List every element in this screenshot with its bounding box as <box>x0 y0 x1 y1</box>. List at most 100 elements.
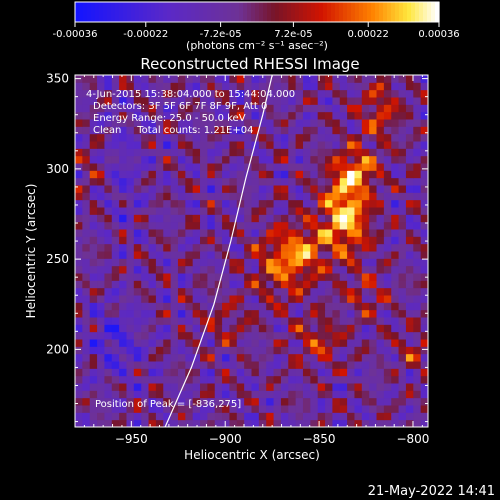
heatmap-cell <box>82 383 91 391</box>
heatmap-cell <box>251 155 260 164</box>
heatmap-cell <box>170 126 179 135</box>
heatmap-cell <box>222 163 230 171</box>
heatmap-cell <box>75 126 83 135</box>
colorbar-cell <box>187 2 192 22</box>
heatmap-cell <box>111 368 120 377</box>
heatmap-cell <box>192 251 201 259</box>
colorbar-cell <box>91 2 96 22</box>
heatmap-cell <box>207 163 216 171</box>
heatmap-cell <box>310 133 319 142</box>
heatmap-cell <box>185 133 194 142</box>
heatmap-cell <box>148 119 157 127</box>
heatmap-cell <box>89 221 98 230</box>
heatmap-cell <box>280 273 289 281</box>
heatmap-cell <box>104 346 113 355</box>
heatmap-cell <box>251 97 260 105</box>
heatmap-cell <box>185 265 194 274</box>
heatmap-cell <box>302 82 311 91</box>
heatmap-cell <box>126 236 135 245</box>
heatmap-cell <box>214 97 223 105</box>
colorbar-tick-label: -0.00022 <box>123 29 168 40</box>
heatmap-cell <box>111 104 120 113</box>
heatmap-cell <box>111 280 120 289</box>
colorbar-cell <box>419 2 424 22</box>
heatmap-cell <box>347 89 355 98</box>
heatmap-cell <box>200 155 208 164</box>
heatmap-cell <box>376 133 385 142</box>
heatmap-cell <box>104 375 113 384</box>
heatmap-cell <box>258 405 267 413</box>
heatmap-cell <box>111 265 120 274</box>
heatmap-cell <box>82 317 91 325</box>
heatmap-cell <box>391 148 400 157</box>
heatmap-cell <box>347 221 355 230</box>
heatmap-cell <box>170 390 179 399</box>
heatmap-cell <box>361 236 370 245</box>
heatmap-cell <box>104 141 113 149</box>
heatmap-cell <box>280 361 289 369</box>
heatmap-cell <box>361 97 370 105</box>
colorbar-cell <box>143 2 148 22</box>
heatmap-cell <box>104 148 113 157</box>
heatmap-cell <box>214 111 223 120</box>
heatmap-cell <box>266 243 275 252</box>
heatmap-cell <box>413 383 422 391</box>
heatmap-cell <box>148 207 157 215</box>
heatmap-cell <box>163 82 172 91</box>
heatmap-cell <box>75 177 83 186</box>
heatmap-cell <box>251 221 260 230</box>
heatmap-cell <box>302 89 311 98</box>
heatmap-cell <box>347 317 355 325</box>
heatmap-cell <box>258 339 267 347</box>
heatmap-cell <box>420 302 429 311</box>
heatmap-cell <box>185 104 194 113</box>
heatmap-cell <box>170 280 179 289</box>
colorbar-cell <box>267 2 272 22</box>
heatmap-cell <box>413 111 422 120</box>
heatmap-cell <box>82 177 91 186</box>
heatmap-cell <box>133 324 142 333</box>
heatmap-cell <box>170 346 179 355</box>
heatmap-cell <box>97 214 105 223</box>
heatmap-cell <box>354 104 363 113</box>
heatmap-cell <box>236 199 245 208</box>
heatmap-cell <box>376 265 385 274</box>
heatmap-cell <box>89 309 98 318</box>
heatmap-cell <box>258 133 267 142</box>
heatmap-cell <box>207 280 216 289</box>
heatmap-cell <box>376 273 385 281</box>
heatmap-cell <box>383 383 392 391</box>
heatmap-cell <box>222 207 230 215</box>
heatmap-cell <box>376 192 385 201</box>
heatmap-cell <box>251 229 260 237</box>
heatmap-cell <box>383 287 392 296</box>
heatmap-cell <box>310 273 319 281</box>
heatmap-cell <box>155 339 164 347</box>
heatmap-cell <box>347 75 355 83</box>
heatmap-cell <box>229 97 238 105</box>
heatmap-cell <box>302 331 311 340</box>
heatmap-cell <box>192 119 201 127</box>
heatmap-cell <box>383 412 392 421</box>
heatmap-cell <box>126 302 135 311</box>
heatmap-cell <box>413 258 422 267</box>
heatmap-cell <box>266 97 275 105</box>
heatmap-cell <box>155 353 164 362</box>
heatmap-cell <box>222 111 230 120</box>
heatmap-cell <box>163 390 172 399</box>
heatmap-cell <box>104 265 113 274</box>
heatmap-cell <box>177 339 186 347</box>
heatmap-cell <box>280 89 289 98</box>
heatmap-cell <box>288 133 297 142</box>
heatmap-cell <box>369 133 378 142</box>
heatmap-cell <box>332 214 341 223</box>
heatmap-cell <box>104 339 113 347</box>
heatmap-cell <box>148 324 157 333</box>
heatmap-cell <box>420 155 429 164</box>
heatmap-cell <box>376 229 385 237</box>
heatmap-cell <box>207 390 216 399</box>
heatmap-cell <box>398 236 407 245</box>
heatmap-cell <box>310 243 319 252</box>
heatmap-cell <box>251 192 260 201</box>
heatmap-cell <box>413 251 422 259</box>
